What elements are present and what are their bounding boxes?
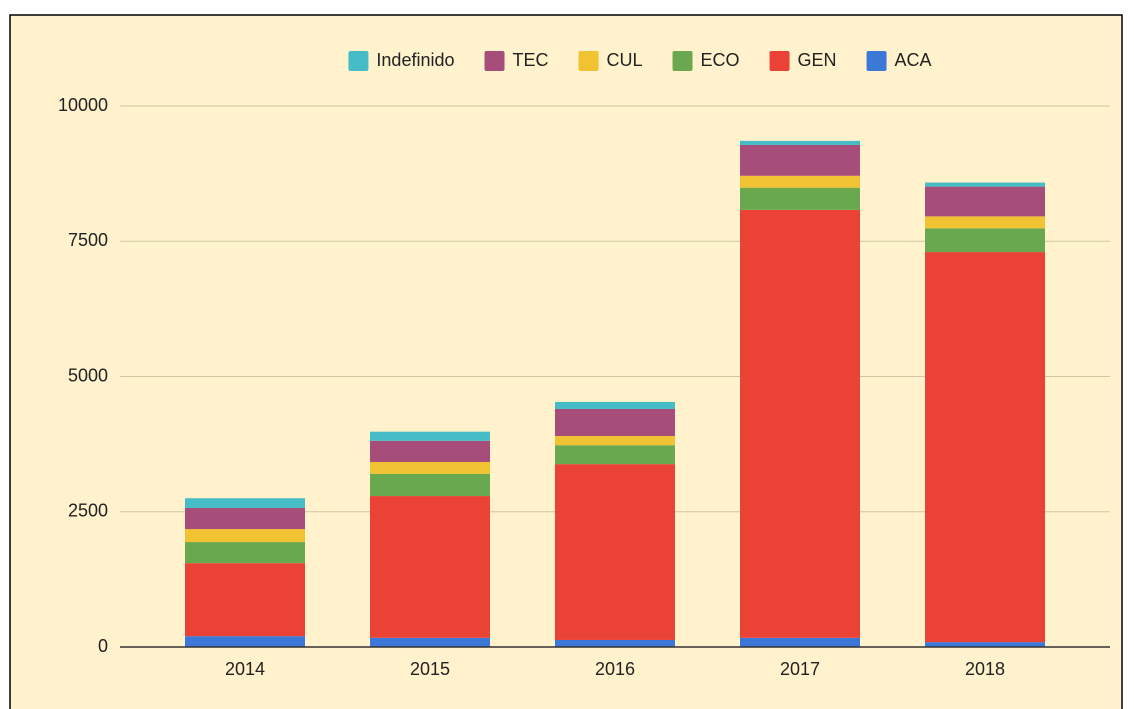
bar-segment bbox=[740, 144, 860, 176]
y-tick-label: 2500 bbox=[68, 501, 108, 521]
bar-segment bbox=[925, 186, 1045, 217]
legend-swatch bbox=[578, 51, 599, 71]
legend-label: Indefinido bbox=[376, 50, 454, 70]
bar-segment bbox=[925, 252, 1045, 643]
bar-segment bbox=[370, 431, 490, 441]
legend-label: ECO bbox=[701, 50, 740, 70]
bar-segment bbox=[555, 408, 675, 437]
bar-segment bbox=[370, 496, 490, 638]
bar-segment bbox=[740, 209, 860, 638]
legend-swatch bbox=[484, 51, 505, 71]
bar-segment bbox=[925, 216, 1045, 229]
bar-segment bbox=[740, 637, 860, 647]
bar-segment bbox=[740, 175, 860, 188]
bar-segment bbox=[555, 401, 675, 409]
bar-segment bbox=[185, 542, 305, 564]
bar-segment bbox=[370, 440, 490, 462]
x-tick-label: 2015 bbox=[410, 659, 450, 679]
y-tick-label: 5000 bbox=[68, 365, 108, 385]
bar-segment bbox=[185, 507, 305, 530]
bar-segment bbox=[555, 639, 675, 647]
legend-label: CUL bbox=[607, 50, 643, 70]
bar-segment bbox=[370, 473, 490, 497]
bar-segment bbox=[555, 436, 675, 446]
x-tick-label: 2014 bbox=[225, 659, 265, 679]
bar-segment bbox=[925, 642, 1045, 647]
bar-segment bbox=[925, 182, 1045, 187]
bar-segment bbox=[185, 636, 305, 647]
bar-segment bbox=[185, 563, 305, 637]
legend-label: TEC bbox=[513, 50, 549, 70]
y-tick-label: 10000 bbox=[58, 95, 108, 115]
bar-segment bbox=[555, 464, 675, 640]
bar-segment bbox=[555, 445, 675, 465]
legend-swatch bbox=[866, 51, 887, 71]
x-tick-label: 2016 bbox=[595, 659, 635, 679]
legend-label: GEN bbox=[798, 50, 837, 70]
y-tick-label: 0 bbox=[98, 636, 108, 656]
x-tick-label: 2018 bbox=[965, 659, 1005, 679]
bar-segment bbox=[370, 461, 490, 474]
legend-swatch bbox=[672, 51, 693, 71]
bar-segment bbox=[185, 529, 305, 543]
legend-label: ACA bbox=[895, 50, 932, 70]
legend-swatch bbox=[348, 51, 369, 71]
y-tick-label: 7500 bbox=[68, 230, 108, 250]
bar-segment bbox=[925, 228, 1045, 253]
bar-segment bbox=[740, 140, 860, 145]
bar-segment bbox=[185, 498, 305, 508]
legend-swatch bbox=[769, 51, 790, 71]
bar-segment bbox=[370, 637, 490, 647]
bar-segment bbox=[740, 187, 860, 210]
x-tick-label: 2017 bbox=[780, 659, 820, 679]
